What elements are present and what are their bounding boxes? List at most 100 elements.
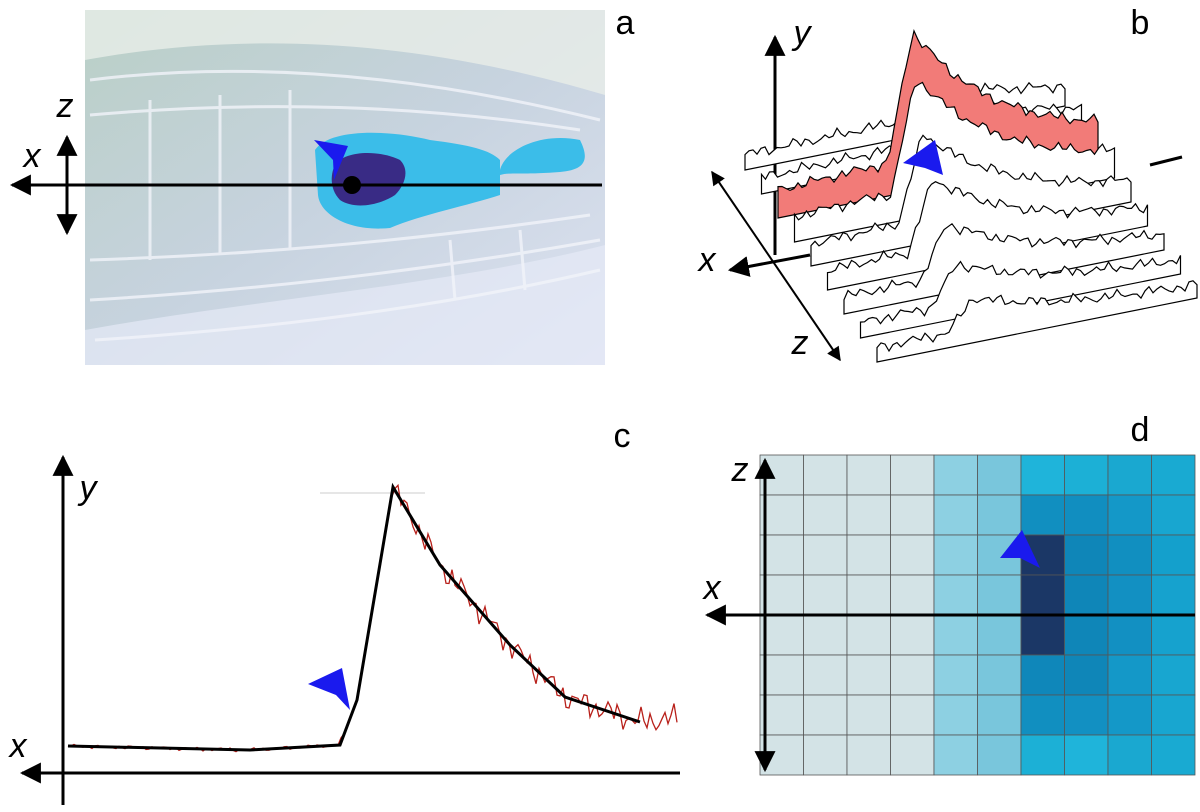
axis-label: z [56,87,74,125]
grid-cell [759,694,804,736]
grid-cell [803,654,848,696]
axis-label: y [78,469,99,507]
grid-cell [890,454,935,496]
grid-cell [803,454,848,496]
panel-a: z x a [9,4,635,365]
grid-cell [1151,494,1196,536]
grid-cell [1151,614,1196,656]
grid-cell [1064,574,1109,616]
grid-cell [803,614,848,656]
grid-cell [803,534,848,576]
grid-cell [977,694,1022,736]
grid-cell [933,734,978,776]
panel-label: b [1131,4,1150,42]
fitted-profile [67,482,641,752]
trace [876,280,1198,363]
grid-cell [759,454,804,496]
panel-label: a [616,4,635,42]
raw-profile [67,483,678,753]
grid-cell [846,654,891,696]
grid-cell [846,614,891,656]
grid-cell [1064,614,1109,656]
grid-cell [933,454,978,496]
cell-walls [89,69,601,342]
trace [859,255,1182,339]
axis-label: z [791,324,809,362]
grid-cell [933,694,978,736]
panel-label: d [1131,411,1150,449]
grid-cell [1064,694,1109,736]
axis-label: z [731,451,749,489]
grid-cell [846,534,891,576]
grid-cell [977,654,1022,696]
tissue-edge [85,245,605,365]
grid-cell [759,654,804,696]
grid-cell [1064,654,1109,696]
grid-cell [846,574,891,616]
grid-cell [1020,734,1065,776]
grid-cell [1107,494,1152,536]
grid-cell [890,734,935,776]
grid-cell [890,694,935,736]
grid-cell [933,574,978,616]
grid-cell [1151,454,1196,496]
grid-cell [1020,454,1065,496]
grid-cell [1107,614,1152,656]
grid-cell [803,574,848,616]
grid-cell [977,734,1022,776]
grid-cell [1107,454,1152,496]
grid-cell [890,614,935,656]
axis-label: y [792,14,813,52]
grid-cell [933,494,978,536]
arrowhead [308,668,350,710]
grid-cell [890,574,935,616]
x-axis [727,253,811,277]
grid-cell [1107,574,1152,616]
grid-cell [977,614,1022,656]
grid-cell [1151,694,1196,736]
grid-cell [890,654,935,696]
z-axis [711,170,841,362]
grid-cell [1151,654,1196,696]
grid-cell [846,454,891,496]
grid-cell [1064,734,1109,776]
axis-label: x [8,727,28,765]
grid-cell [759,614,804,656]
grid-cell [1020,494,1065,536]
grid-cell [933,614,978,656]
grid-cell [803,734,848,776]
grid-cell [1064,534,1109,576]
grid-cell [846,734,891,776]
axis-label: x [702,569,722,607]
grid-cell [933,654,978,696]
grid-cell [1064,454,1109,496]
grid-cell [846,694,891,736]
grid-cell [977,454,1022,496]
grid-cell [1107,654,1152,696]
grid-cell [1107,734,1152,776]
grid-cell [1107,694,1152,736]
grid-cell [759,534,804,576]
grid-cell [977,494,1022,536]
x-axis-ext [1149,155,1183,167]
grid-cell [1151,574,1196,616]
panel-d: d z x [702,411,1196,776]
grid-cell [1151,534,1196,576]
grid-cell [803,494,848,536]
trace [826,181,1149,291]
grid-cell [1020,574,1065,616]
grid-cell [759,574,804,616]
grid-cell [803,694,848,736]
grid-cell [1020,654,1065,696]
grid-cell [759,734,804,776]
arrowhead [903,140,943,175]
arrowhead [314,140,348,180]
panel-b: b x y z [697,4,1198,363]
grid-cell [759,494,804,536]
grid-cell [1151,734,1196,776]
arrowhead [1000,530,1040,568]
grid-cell [890,534,935,576]
tissue-edge [85,10,605,95]
axis-label: x [22,137,42,175]
